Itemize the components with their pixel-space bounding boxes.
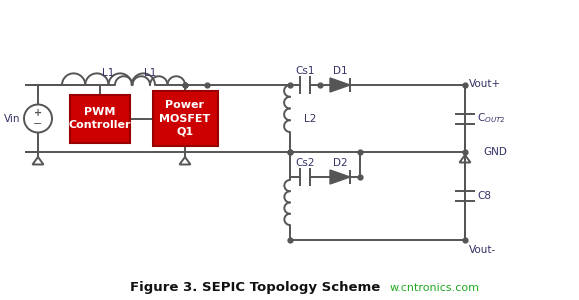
Text: Controller: Controller	[69, 120, 131, 130]
Text: Figure 3. SEPIC Topology Scheme: Figure 3. SEPIC Topology Scheme	[130, 281, 380, 295]
Text: Cs1: Cs1	[295, 66, 315, 76]
Polygon shape	[330, 170, 350, 184]
Text: D1: D1	[333, 66, 347, 76]
Text: Cs2: Cs2	[295, 158, 315, 168]
Bar	[152, 91, 218, 146]
Text: MOSFET: MOSFET	[159, 113, 211, 124]
Text: GND: GND	[483, 147, 507, 157]
Text: L1: L1	[144, 68, 156, 78]
Text: C8: C8	[477, 191, 491, 201]
Text: PWM: PWM	[85, 107, 116, 117]
Text: C$_{OUT2}$: C$_{OUT2}$	[477, 112, 505, 125]
Text: Q1: Q1	[177, 127, 193, 136]
Text: Vout+: Vout+	[469, 79, 501, 89]
Text: −: −	[34, 118, 43, 128]
Polygon shape	[330, 78, 350, 92]
Text: L1: L1	[102, 68, 115, 78]
Bar	[70, 94, 130, 142]
Text: Power: Power	[166, 100, 204, 110]
Text: +: +	[34, 109, 42, 118]
Text: Vin: Vin	[3, 113, 20, 124]
Text: L2: L2	[304, 113, 316, 124]
Text: D2: D2	[333, 158, 347, 168]
Text: Vout-: Vout-	[469, 245, 496, 255]
Text: w.cntronics.com: w.cntronics.com	[390, 283, 480, 293]
